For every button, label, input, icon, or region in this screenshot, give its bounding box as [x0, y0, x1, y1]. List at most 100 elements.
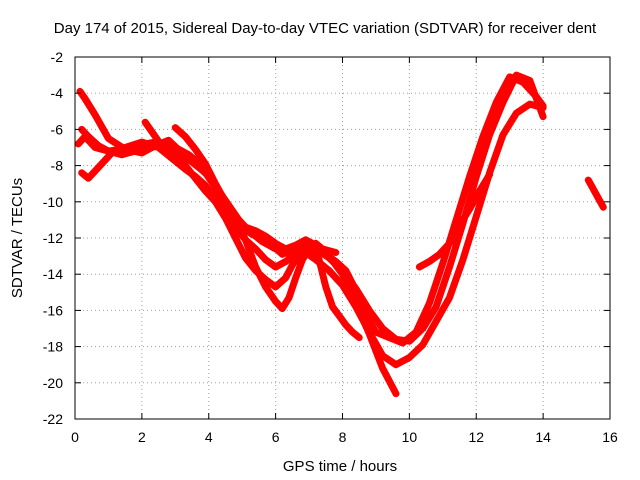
- data-point: [264, 287, 272, 294]
- data-point: [446, 263, 453, 271]
- data-point: [453, 226, 461, 234]
- data-point: [214, 185, 222, 192]
- data-point: [446, 294, 453, 301]
- data-point: [439, 306, 446, 313]
- data-point: [469, 223, 477, 231]
- data-point: [456, 222, 463, 229]
- data-point: [254, 268, 262, 276]
- data-point: [101, 147, 109, 154]
- data-point: [506, 73, 513, 81]
- data-point: [244, 243, 252, 250]
- data-point: [479, 152, 487, 159]
- data-point: [199, 157, 207, 164]
- data-point: [188, 158, 196, 166]
- data-point: [209, 175, 217, 182]
- data-point: [232, 234, 239, 242]
- data-point: [339, 281, 346, 289]
- data-point: [429, 290, 436, 297]
- data-point: [529, 101, 537, 109]
- data-series-group: [74, 71, 607, 398]
- data-point: [257, 273, 264, 281]
- data-point: [362, 322, 370, 329]
- x-tick-label: 6: [272, 429, 280, 445]
- data-point: [379, 365, 386, 372]
- y-tick-label: -22: [43, 411, 63, 427]
- data-point: [347, 277, 355, 284]
- data-point: [159, 144, 166, 151]
- data-point: [294, 270, 301, 277]
- data-point: [229, 210, 237, 218]
- data-point: [262, 283, 269, 291]
- data-point: [128, 148, 135, 156]
- data-point: [503, 126, 510, 133]
- data-point: [138, 138, 146, 146]
- data-point: [463, 184, 470, 191]
- data-point: [426, 329, 433, 337]
- data-point: [479, 133, 487, 140]
- data-point: [483, 124, 490, 132]
- data-point: [436, 312, 443, 319]
- data-point: [350, 282, 357, 289]
- data-point: [329, 271, 336, 278]
- data-point: [113, 140, 120, 148]
- data-point: [178, 152, 186, 159]
- data-point: [81, 95, 89, 102]
- data-point: [369, 334, 376, 342]
- data-point: [503, 92, 510, 99]
- data-point: [476, 202, 483, 209]
- data-point: [459, 256, 467, 263]
- data-point: [448, 235, 456, 243]
- data-point: [269, 294, 277, 301]
- series-pass-4: [78, 100, 547, 369]
- data-point: [489, 123, 497, 130]
- data-point: [239, 231, 247, 238]
- data-point: [98, 123, 105, 130]
- data-point: [476, 187, 483, 195]
- data-point: [539, 113, 547, 120]
- data-point: [422, 335, 430, 343]
- data-point: [376, 346, 383, 353]
- data-point: [523, 103, 530, 110]
- data-point: [289, 284, 296, 291]
- data-point: [516, 107, 523, 114]
- data-point: [519, 105, 527, 112]
- data-point: [126, 142, 133, 150]
- data-point: [219, 194, 227, 201]
- x-tick-label: 2: [138, 429, 146, 445]
- data-point: [322, 283, 329, 291]
- data-point: [222, 214, 229, 222]
- data-point: [399, 339, 406, 347]
- data-point: [192, 161, 199, 168]
- data-point: [355, 293, 362, 300]
- data-point: [449, 252, 456, 260]
- x-tick-label: 4: [205, 429, 213, 445]
- data-point: [198, 166, 206, 174]
- data-point: [466, 173, 473, 180]
- data-point: [372, 316, 380, 323]
- data-point: [195, 164, 202, 171]
- data-point: [526, 77, 533, 84]
- data-point: [483, 142, 490, 149]
- data-point: [98, 146, 105, 153]
- data-point: [237, 244, 244, 252]
- data-point: [346, 292, 353, 300]
- data-point: [461, 214, 468, 221]
- data-point: [422, 307, 430, 314]
- data-point: [406, 354, 413, 361]
- data-point: [197, 153, 204, 160]
- chart-title: Day 174 of 2015, Sidereal Day-to-day VTE…: [54, 20, 597, 37]
- data-point: [204, 165, 212, 172]
- x-tick-label: 10: [402, 429, 418, 445]
- data-point: [376, 320, 383, 328]
- x-tick-labels: 0 2 4 6 8 10 12 14 16: [71, 429, 618, 445]
- data-point: [493, 115, 500, 122]
- grid-lines: [75, 57, 610, 419]
- data-point: [222, 198, 229, 205]
- data-point: [224, 202, 232, 210]
- series-line: [78, 100, 547, 369]
- data-point: [249, 257, 257, 264]
- data-point: [134, 140, 141, 147]
- data-point: [285, 294, 293, 301]
- data-point: [142, 119, 149, 126]
